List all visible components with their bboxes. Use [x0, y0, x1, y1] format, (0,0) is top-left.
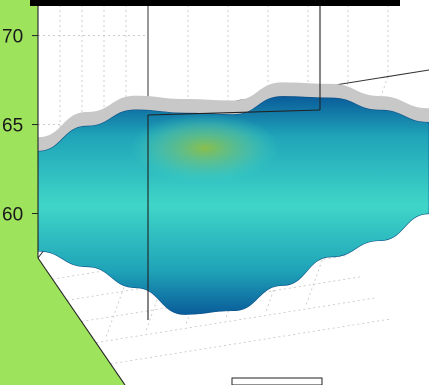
z-axis: 70 65 60 [2, 27, 38, 226]
axes-right-wall [148, 0, 429, 115]
box-front-edges [37, 0, 321, 385]
top-border-bar [30, 0, 400, 6]
z-tick-label: 60 [2, 205, 23, 226]
z-tick-label: 70 [2, 27, 23, 48]
surface-peak [130, 113, 280, 184]
z-tick-label: 65 [2, 116, 23, 137]
bottom-axis-stub [231, 377, 323, 385]
